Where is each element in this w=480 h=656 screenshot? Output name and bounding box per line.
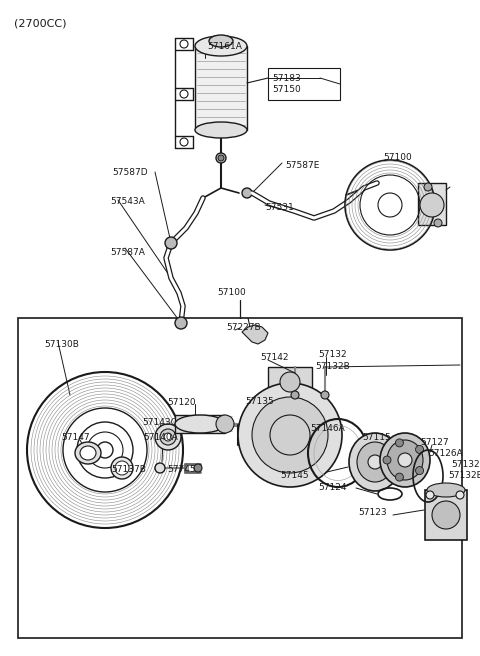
Text: 57745: 57745 — [167, 465, 196, 474]
Circle shape — [291, 391, 299, 399]
Circle shape — [383, 456, 391, 464]
Text: 57132B: 57132B — [315, 362, 350, 371]
Circle shape — [321, 391, 329, 399]
Text: (2700CC): (2700CC) — [14, 18, 67, 28]
Circle shape — [175, 317, 187, 329]
Text: 57161A: 57161A — [207, 42, 242, 51]
Text: 57587A: 57587A — [110, 248, 145, 257]
Text: 57543A: 57543A — [110, 197, 145, 206]
Ellipse shape — [195, 122, 247, 138]
Text: 57100: 57100 — [383, 153, 412, 162]
Bar — [418, 183, 446, 225]
Circle shape — [216, 153, 226, 163]
Text: 57132: 57132 — [318, 350, 347, 359]
Circle shape — [416, 445, 423, 453]
Circle shape — [165, 237, 177, 249]
Text: 57227B: 57227B — [226, 323, 261, 332]
Ellipse shape — [349, 433, 401, 491]
Circle shape — [396, 439, 403, 447]
Circle shape — [194, 464, 202, 472]
Text: 57146A: 57146A — [310, 424, 345, 433]
Text: 57126A: 57126A — [428, 449, 463, 458]
Ellipse shape — [80, 446, 96, 460]
Ellipse shape — [155, 463, 165, 473]
Text: 57145: 57145 — [280, 471, 309, 480]
Circle shape — [398, 453, 412, 467]
Polygon shape — [242, 325, 268, 344]
Text: 57132: 57132 — [451, 460, 480, 469]
Circle shape — [238, 383, 342, 487]
Ellipse shape — [380, 433, 430, 487]
Text: 57183: 57183 — [272, 74, 301, 83]
Circle shape — [252, 397, 328, 473]
Text: 57137B: 57137B — [111, 465, 146, 474]
Circle shape — [432, 501, 460, 529]
Text: 57147: 57147 — [61, 433, 90, 442]
Text: 57150: 57150 — [272, 85, 301, 94]
Bar — [268, 68, 340, 100]
Circle shape — [280, 372, 300, 392]
Text: 57135: 57135 — [245, 397, 274, 406]
Bar — [425, 490, 467, 540]
Text: 57140A: 57140A — [143, 433, 178, 442]
Circle shape — [218, 155, 224, 161]
Circle shape — [396, 473, 403, 481]
Text: 57587D: 57587D — [112, 168, 148, 177]
Circle shape — [434, 219, 442, 227]
Text: 57127: 57127 — [420, 438, 449, 447]
Ellipse shape — [160, 429, 176, 445]
Text: 57120: 57120 — [167, 398, 196, 407]
Ellipse shape — [357, 442, 393, 482]
Bar — [195, 46, 247, 130]
Bar — [18, 318, 462, 638]
Circle shape — [111, 457, 133, 479]
Text: 57123: 57123 — [358, 508, 386, 517]
Text: 57124: 57124 — [318, 483, 347, 492]
Circle shape — [242, 188, 252, 198]
Ellipse shape — [155, 424, 181, 450]
Ellipse shape — [195, 36, 247, 56]
Bar — [175, 415, 225, 433]
Text: 57531: 57531 — [265, 203, 294, 212]
Ellipse shape — [368, 455, 382, 469]
Bar — [268, 367, 312, 397]
Ellipse shape — [216, 415, 234, 433]
Ellipse shape — [209, 35, 233, 47]
Circle shape — [424, 183, 432, 191]
Circle shape — [420, 193, 444, 217]
Circle shape — [426, 491, 434, 499]
Text: 57100: 57100 — [217, 288, 246, 297]
Text: 57130B: 57130B — [44, 340, 79, 349]
Ellipse shape — [164, 433, 172, 441]
Text: 57587E: 57587E — [285, 161, 319, 170]
Text: 57115: 57115 — [362, 433, 391, 442]
Text: 57143C: 57143C — [142, 418, 177, 427]
Circle shape — [416, 466, 423, 474]
Ellipse shape — [427, 483, 465, 497]
Text: 57132B: 57132B — [448, 471, 480, 480]
Ellipse shape — [387, 440, 423, 480]
Ellipse shape — [75, 442, 101, 464]
Ellipse shape — [175, 415, 225, 433]
Circle shape — [115, 461, 129, 475]
Circle shape — [456, 491, 464, 499]
Text: 57142: 57142 — [260, 353, 288, 362]
